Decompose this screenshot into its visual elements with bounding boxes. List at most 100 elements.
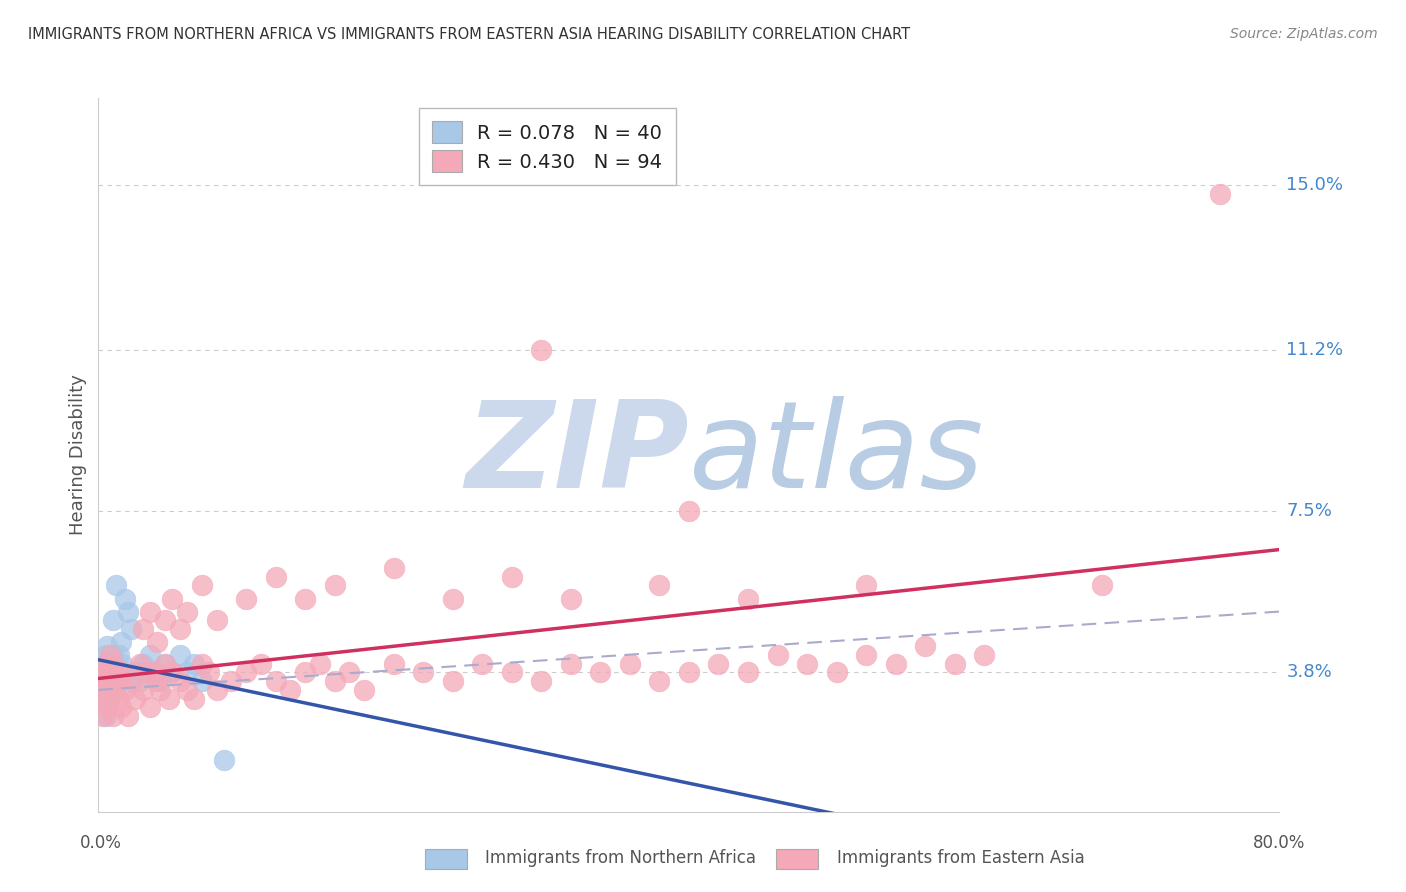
Point <box>91 709 114 723</box>
Point <box>855 648 877 662</box>
Point <box>153 657 176 671</box>
Point <box>648 674 671 689</box>
Text: 11.2%: 11.2% <box>1286 342 1344 359</box>
Point <box>91 665 114 680</box>
Point <box>530 674 553 689</box>
Point <box>139 605 162 619</box>
Point <box>943 657 966 671</box>
Point <box>103 709 125 723</box>
Point <box>96 665 118 680</box>
Point <box>796 657 818 671</box>
Point <box>157 691 180 706</box>
Point <box>884 657 907 671</box>
Point <box>110 635 132 649</box>
Point <box>132 622 155 636</box>
Point <box>153 657 176 671</box>
Point <box>219 674 242 689</box>
Point <box>96 700 118 714</box>
Point <box>235 591 257 606</box>
Point <box>169 674 191 689</box>
Point <box>412 665 434 680</box>
Text: IMMIGRANTS FROM NORTHERN AFRICA VS IMMIGRANTS FROM EASTERN ASIA HEARING DISABILI: IMMIGRANTS FROM NORTHERN AFRICA VS IMMIG… <box>28 27 910 42</box>
Point <box>128 674 150 689</box>
Point <box>278 682 302 697</box>
Point <box>914 640 936 654</box>
Point <box>323 578 346 592</box>
Text: 0.0%: 0.0% <box>80 834 122 852</box>
Point <box>103 648 125 662</box>
Point <box>117 605 139 619</box>
Point <box>191 657 214 671</box>
Point <box>162 665 183 680</box>
Y-axis label: Hearing Disability: Hearing Disability <box>69 375 87 535</box>
Point <box>501 570 523 584</box>
Point <box>153 613 176 627</box>
Point <box>619 657 641 671</box>
Text: 3.8%: 3.8% <box>1286 664 1333 681</box>
Point <box>191 674 214 689</box>
Point <box>111 665 134 680</box>
Point <box>678 665 700 680</box>
Point <box>191 578 214 592</box>
Point <box>139 648 162 662</box>
Point <box>737 665 759 680</box>
Point <box>98 682 121 697</box>
Point <box>309 657 332 671</box>
Point <box>103 657 125 671</box>
Point <box>97 665 120 680</box>
Point <box>146 635 169 649</box>
Point <box>107 674 129 689</box>
Point <box>93 674 115 689</box>
Point <box>235 665 257 680</box>
Point <box>205 682 228 697</box>
Point <box>146 674 169 689</box>
Point <box>96 674 118 689</box>
Point <box>707 657 730 671</box>
Point <box>94 679 117 693</box>
Point <box>108 648 131 662</box>
Point <box>93 657 115 671</box>
Point <box>139 700 162 714</box>
Point <box>135 665 157 680</box>
Point <box>162 665 183 680</box>
Point <box>143 665 166 680</box>
Point <box>111 657 134 671</box>
Point <box>149 674 172 689</box>
Point <box>973 648 995 662</box>
Point <box>176 605 198 619</box>
Point <box>183 657 205 671</box>
Text: 80.0%: 80.0% <box>1253 834 1306 852</box>
Point <box>128 657 150 671</box>
Point <box>149 682 172 697</box>
Point <box>114 682 136 697</box>
Point <box>105 578 128 592</box>
Text: 7.5%: 7.5% <box>1286 502 1333 521</box>
Text: ZIP: ZIP <box>465 396 689 514</box>
Text: Source: ZipAtlas.com: Source: ZipAtlas.com <box>1230 27 1378 41</box>
Point <box>337 665 360 680</box>
Point <box>530 343 553 358</box>
Point <box>162 591 183 606</box>
Point <box>264 674 287 689</box>
Point <box>1091 578 1114 592</box>
Point <box>94 657 117 671</box>
Point <box>104 682 127 697</box>
Text: Immigrants from Eastern Asia: Immigrants from Eastern Asia <box>837 849 1084 867</box>
Point <box>250 657 273 671</box>
Point <box>93 665 115 680</box>
Point <box>96 640 118 654</box>
Point <box>294 665 316 680</box>
Point <box>678 504 700 518</box>
Point <box>855 578 877 592</box>
Text: Immigrants from Northern Africa: Immigrants from Northern Africa <box>485 849 756 867</box>
Point <box>212 752 235 766</box>
Point <box>183 691 205 706</box>
Point <box>471 657 494 671</box>
Point <box>198 665 221 680</box>
Point <box>766 648 789 662</box>
Point <box>441 674 464 689</box>
Point <box>107 691 129 706</box>
Point <box>97 674 120 689</box>
Point <box>353 682 375 697</box>
Point <box>132 682 155 697</box>
